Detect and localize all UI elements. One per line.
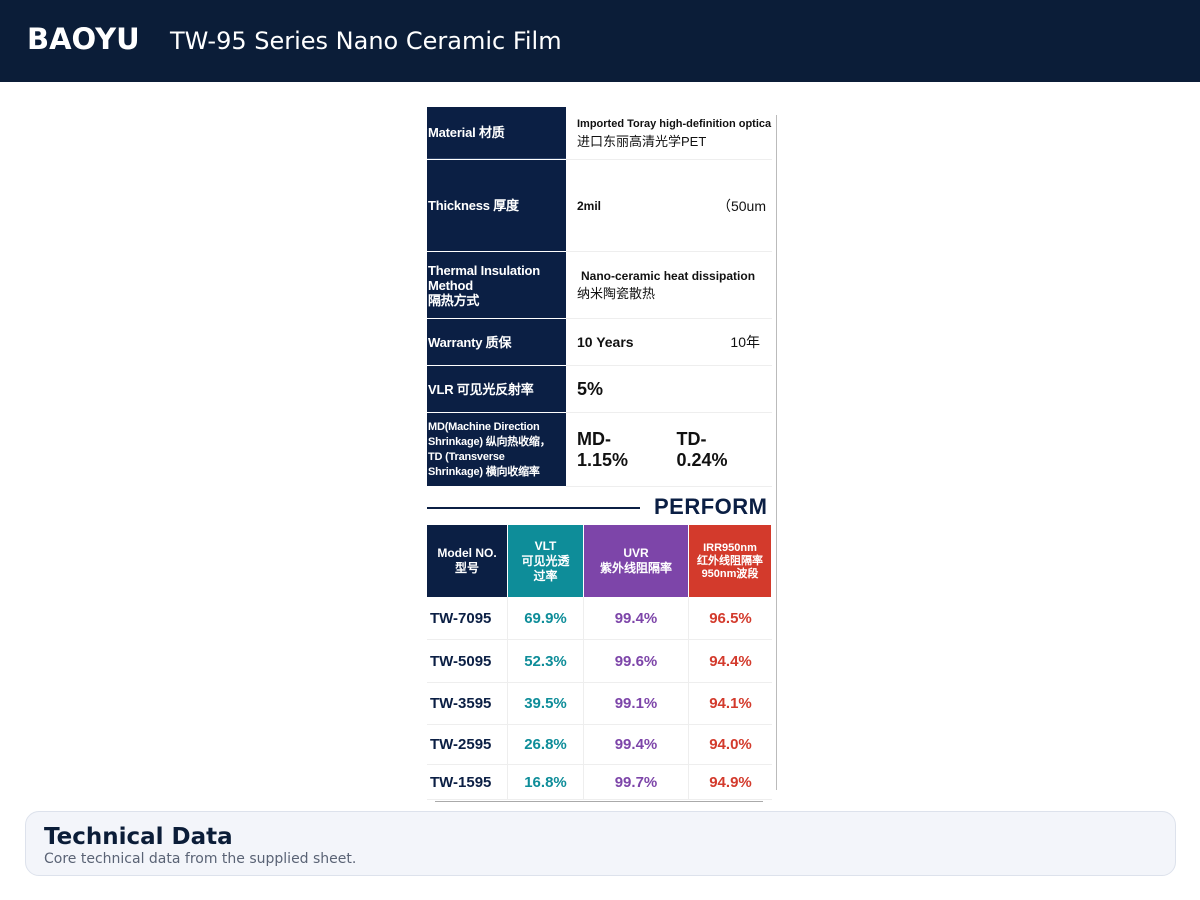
footer-title: Technical Data [44, 824, 233, 850]
table-header-line: 红外线阻隔率 [697, 554, 763, 567]
model-cell: TW-3595 [427, 683, 508, 725]
value-cell: 52.3% [508, 640, 584, 683]
spec-value-text: 纳米陶瓷散热 [577, 286, 656, 301]
spec-label-line: Thickness 厚度 [428, 198, 519, 213]
value-cell: 94.4% [689, 640, 772, 683]
value-cell: 94.0% [689, 725, 772, 765]
model-cell: TW-5095 [427, 640, 508, 683]
spec-value: Nano-ceramic heat dissipation 纳米陶瓷散热 [566, 252, 772, 319]
model-cell: TW-2595 [427, 725, 508, 765]
spec-value-text: Nano-ceramic heat dissipation [581, 269, 756, 283]
value-cell: 99.7% [584, 765, 689, 800]
sheet-edge [776, 115, 777, 790]
spec-label: MD(Machine Direction Shrinkage) 纵向热收缩， TD … [427, 413, 566, 486]
spec-label-line: MD(Machine Direction [428, 420, 540, 433]
table-header-line: IRR950nm [703, 541, 757, 554]
spec-label-line: Thermal Insulation [428, 262, 540, 278]
model-cell: TW-1595 [427, 765, 508, 800]
spec-label-line: 隔热方式 [428, 292, 480, 308]
spec-label: Material 材质 [427, 107, 566, 159]
model-cell: TW-7095 [427, 597, 508, 640]
spec-value: 5% [566, 366, 772, 413]
value-cell: 16.8% [508, 765, 584, 800]
spec-value: Imported Toray high-definition optica 进口东… [566, 107, 772, 160]
value-cell: 99.4% [584, 725, 689, 765]
spec-label-line: Shrinkage) 横向收缩率 [428, 465, 540, 478]
spec-label: Thermal Insulation Method 隔热方式 [427, 252, 566, 318]
spec-value-text: MD-1.15% [577, 428, 629, 470]
spec-label-line: Material 材质 [428, 125, 505, 140]
table-header: UVR 紫外线阻隔率 [584, 525, 688, 597]
brand: BAOYU [27, 22, 140, 56]
table-header: VLT 可见光透 过率 [508, 525, 583, 597]
performance-heading: PERFORM [654, 494, 768, 519]
spec-label-line: Warranty 质保 [428, 334, 512, 350]
spec-label: Warranty 质保 [427, 319, 566, 365]
spec-value-text: TD-0.24% [676, 428, 728, 470]
table-header-line: 过率 [533, 568, 558, 583]
table-header: Model NO. 型号 [427, 525, 507, 597]
spec-label: Thickness 厚度 [427, 160, 566, 251]
table-header-line: 950nm波段 [701, 567, 759, 580]
value-cell: 99.1% [584, 683, 689, 725]
table-header-line: VLT [534, 538, 557, 553]
value-cell: 99.6% [584, 640, 689, 683]
table-header: IRR950nm 红外线阻隔率 950nm波段 [689, 525, 771, 597]
spec-value: 2mil （50um [566, 160, 772, 252]
bottom-rule [435, 801, 763, 802]
header-bar [0, 0, 1200, 82]
page-title: TW-95 Series Nano Ceramic Film [170, 27, 562, 55]
table-header-line: UVR [623, 546, 649, 560]
spec-value-text: （50um [716, 197, 766, 214]
spec-value-text: 10 Years [577, 334, 634, 350]
value-cell: 39.5% [508, 683, 584, 725]
table-header-line: 紫外线阻隔率 [599, 561, 672, 575]
spec-label-line: VLR 可见光反射率 [428, 381, 534, 397]
spec-value-text: 5% [577, 378, 604, 399]
value-cell: 26.8% [508, 725, 584, 765]
spec-value-text: 10年 [730, 334, 760, 350]
value-cell: 94.1% [689, 683, 772, 725]
table-header-line: 可见光透 [521, 553, 570, 568]
spec-value: 10 Years 10年 [566, 319, 772, 366]
table-header-line: Model NO. [437, 546, 497, 560]
spec-label-line: Method [428, 277, 474, 293]
value-cell: 94.9% [689, 765, 772, 800]
spec-value-text: 进口东丽高清光学PET [577, 134, 707, 149]
spec-value-text: Imported Toray high-definition optica [577, 118, 772, 130]
spec-label-line: TD (Transverse [428, 450, 505, 463]
table-header-line: 型号 [454, 561, 479, 575]
heading-rule [427, 507, 640, 509]
spec-label-line: Shrinkage) 纵向热收缩， [428, 435, 551, 448]
footer-card [25, 811, 1176, 876]
footer-subtitle: Core technical data from the supplied sh… [44, 851, 357, 867]
value-cell: 69.9% [508, 597, 584, 640]
spec-label: VLR 可见光反射率 [427, 366, 566, 412]
spec-value: MD-1.15% TD-0.24% [566, 413, 772, 487]
value-cell: 99.4% [584, 597, 689, 640]
value-cell: 96.5% [689, 597, 772, 640]
spec-value-text: 2mil [577, 198, 602, 213]
